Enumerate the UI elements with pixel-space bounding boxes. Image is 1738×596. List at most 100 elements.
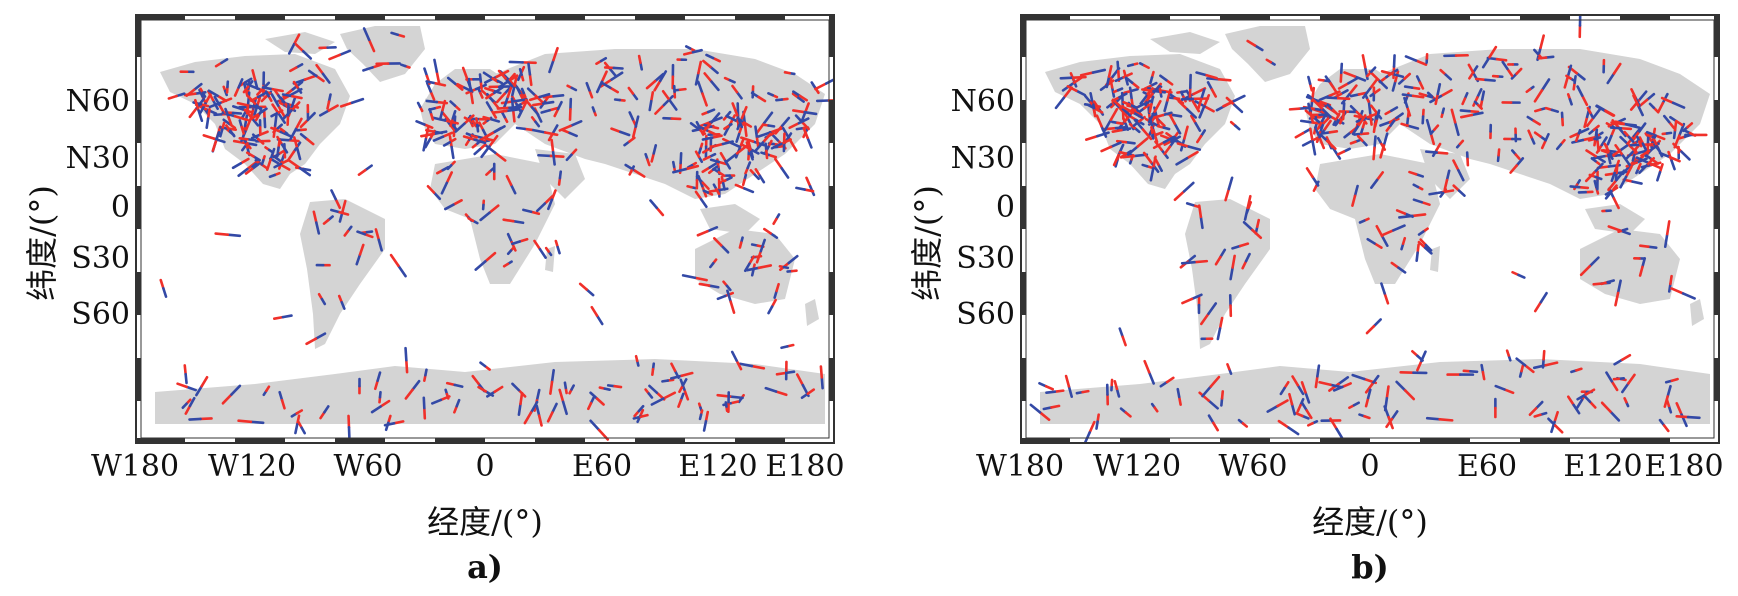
displacement-segment bbox=[1122, 100, 1132, 107]
displacement-segment bbox=[1660, 96, 1675, 105]
displacement-segment bbox=[519, 391, 524, 406]
displacement-segment bbox=[323, 405, 330, 414]
displacement-segment bbox=[1053, 389, 1065, 393]
displacement-segment bbox=[780, 166, 790, 179]
frame-tick bbox=[335, 438, 385, 443]
displacement-segment bbox=[1566, 395, 1575, 407]
displacement-segment bbox=[587, 401, 593, 411]
displacement-segment bbox=[1324, 75, 1331, 83]
displacement-segment bbox=[551, 124, 559, 135]
landmass bbox=[1150, 32, 1220, 54]
xtick-e60: E60 bbox=[571, 449, 633, 484]
displacement-segment bbox=[528, 95, 541, 102]
displacement-segment bbox=[1525, 88, 1532, 94]
displacement-segment bbox=[425, 80, 438, 85]
displacement-segment bbox=[672, 167, 687, 174]
displacement-segment bbox=[689, 122, 700, 130]
displacement-segment bbox=[1607, 178, 1618, 192]
displacement-segment bbox=[1380, 70, 1394, 76]
displacement-segment bbox=[1621, 382, 1630, 394]
displacement-segment bbox=[1390, 410, 1399, 421]
displacement-segment bbox=[389, 253, 400, 267]
displacement-segment bbox=[1244, 252, 1251, 263]
displacement-segment bbox=[544, 246, 550, 253]
displacement-segment bbox=[429, 90, 436, 101]
frame-tick bbox=[1220, 438, 1270, 443]
displacement-segment bbox=[1103, 118, 1113, 132]
displacement-segment bbox=[1349, 105, 1359, 114]
displacement-segment bbox=[1600, 136, 1608, 147]
displacement-segment bbox=[1474, 77, 1487, 82]
displacement-segment bbox=[291, 94, 303, 100]
displacement-segment bbox=[563, 381, 568, 390]
displacement-segment bbox=[1119, 154, 1136, 159]
displacement-segment bbox=[1181, 297, 1194, 305]
displacement-segment bbox=[1638, 164, 1648, 175]
xtick-w180: W180 bbox=[90, 449, 180, 484]
displacement-segment bbox=[1159, 74, 1168, 82]
frame-tick bbox=[135, 438, 185, 443]
displacement-segment bbox=[814, 82, 828, 91]
displacement-segment bbox=[256, 107, 268, 116]
displacement-segment bbox=[737, 397, 743, 404]
displacement-segment bbox=[540, 108, 551, 114]
displacement-segment bbox=[652, 144, 658, 155]
displacement-segment bbox=[1645, 156, 1656, 167]
displacement-segment bbox=[745, 266, 761, 272]
displacement-segment bbox=[1126, 145, 1140, 156]
displacement-segment bbox=[550, 189, 557, 201]
displacement-segment bbox=[785, 132, 793, 141]
displacement-segment bbox=[511, 240, 522, 246]
displacement-segment bbox=[357, 168, 367, 176]
displacement-segment bbox=[1434, 92, 1440, 106]
displacement-segment bbox=[1075, 89, 1087, 97]
displacement-segment bbox=[260, 95, 268, 103]
displacement-segment bbox=[1569, 185, 1581, 189]
displacement-segment bbox=[1325, 96, 1340, 100]
displacement-segment bbox=[1332, 147, 1342, 160]
displacement-segment bbox=[462, 135, 476, 141]
displacement-segment bbox=[748, 255, 755, 266]
displacement-segment bbox=[1325, 139, 1337, 150]
displacement-segment bbox=[1120, 106, 1132, 117]
displacement-segment bbox=[1366, 111, 1381, 119]
displacement-segment bbox=[1671, 101, 1686, 109]
displacement-segment bbox=[286, 150, 296, 162]
displacement-segment bbox=[295, 146, 302, 161]
displacement-segment bbox=[1662, 424, 1670, 433]
displacement-segment bbox=[451, 109, 457, 120]
frame-tick bbox=[1120, 15, 1170, 20]
displacement-segment bbox=[548, 58, 555, 74]
displacement-segment bbox=[1622, 122, 1638, 127]
displacement-segment bbox=[1351, 123, 1361, 136]
displacement-segment bbox=[738, 241, 743, 249]
displacement-segment bbox=[1457, 189, 1466, 197]
displacement-segment bbox=[415, 120, 426, 126]
displacement-segment bbox=[1608, 149, 1617, 154]
displacement-segment bbox=[763, 227, 772, 235]
displacement-segment bbox=[726, 152, 739, 163]
displacement-segment bbox=[1665, 131, 1673, 135]
displacement-segment bbox=[1425, 416, 1441, 421]
displacement-segment bbox=[1435, 142, 1442, 152]
displacement-segment bbox=[392, 420, 405, 425]
displacement-segment bbox=[253, 78, 259, 91]
displacement-segment bbox=[438, 108, 444, 121]
displacement-segment bbox=[1357, 114, 1367, 126]
displacement-segment bbox=[1649, 161, 1662, 167]
displacement-segment bbox=[677, 398, 683, 408]
displacement-segment bbox=[543, 131, 559, 137]
displacement-segment bbox=[497, 80, 510, 89]
displacement-segment bbox=[440, 181, 449, 195]
displacement-segment bbox=[1635, 157, 1648, 164]
displacement-segment bbox=[522, 208, 533, 214]
displacement-segment bbox=[508, 105, 523, 110]
displacement-segment bbox=[803, 110, 818, 116]
displacement-segment bbox=[1624, 165, 1633, 179]
displacement-segment bbox=[724, 401, 728, 408]
displacement-segment bbox=[551, 150, 556, 166]
displacement-segment bbox=[1149, 167, 1155, 182]
displacement-segment bbox=[1532, 119, 1541, 126]
displacement-segment bbox=[188, 417, 202, 421]
displacement-segment bbox=[365, 230, 374, 234]
